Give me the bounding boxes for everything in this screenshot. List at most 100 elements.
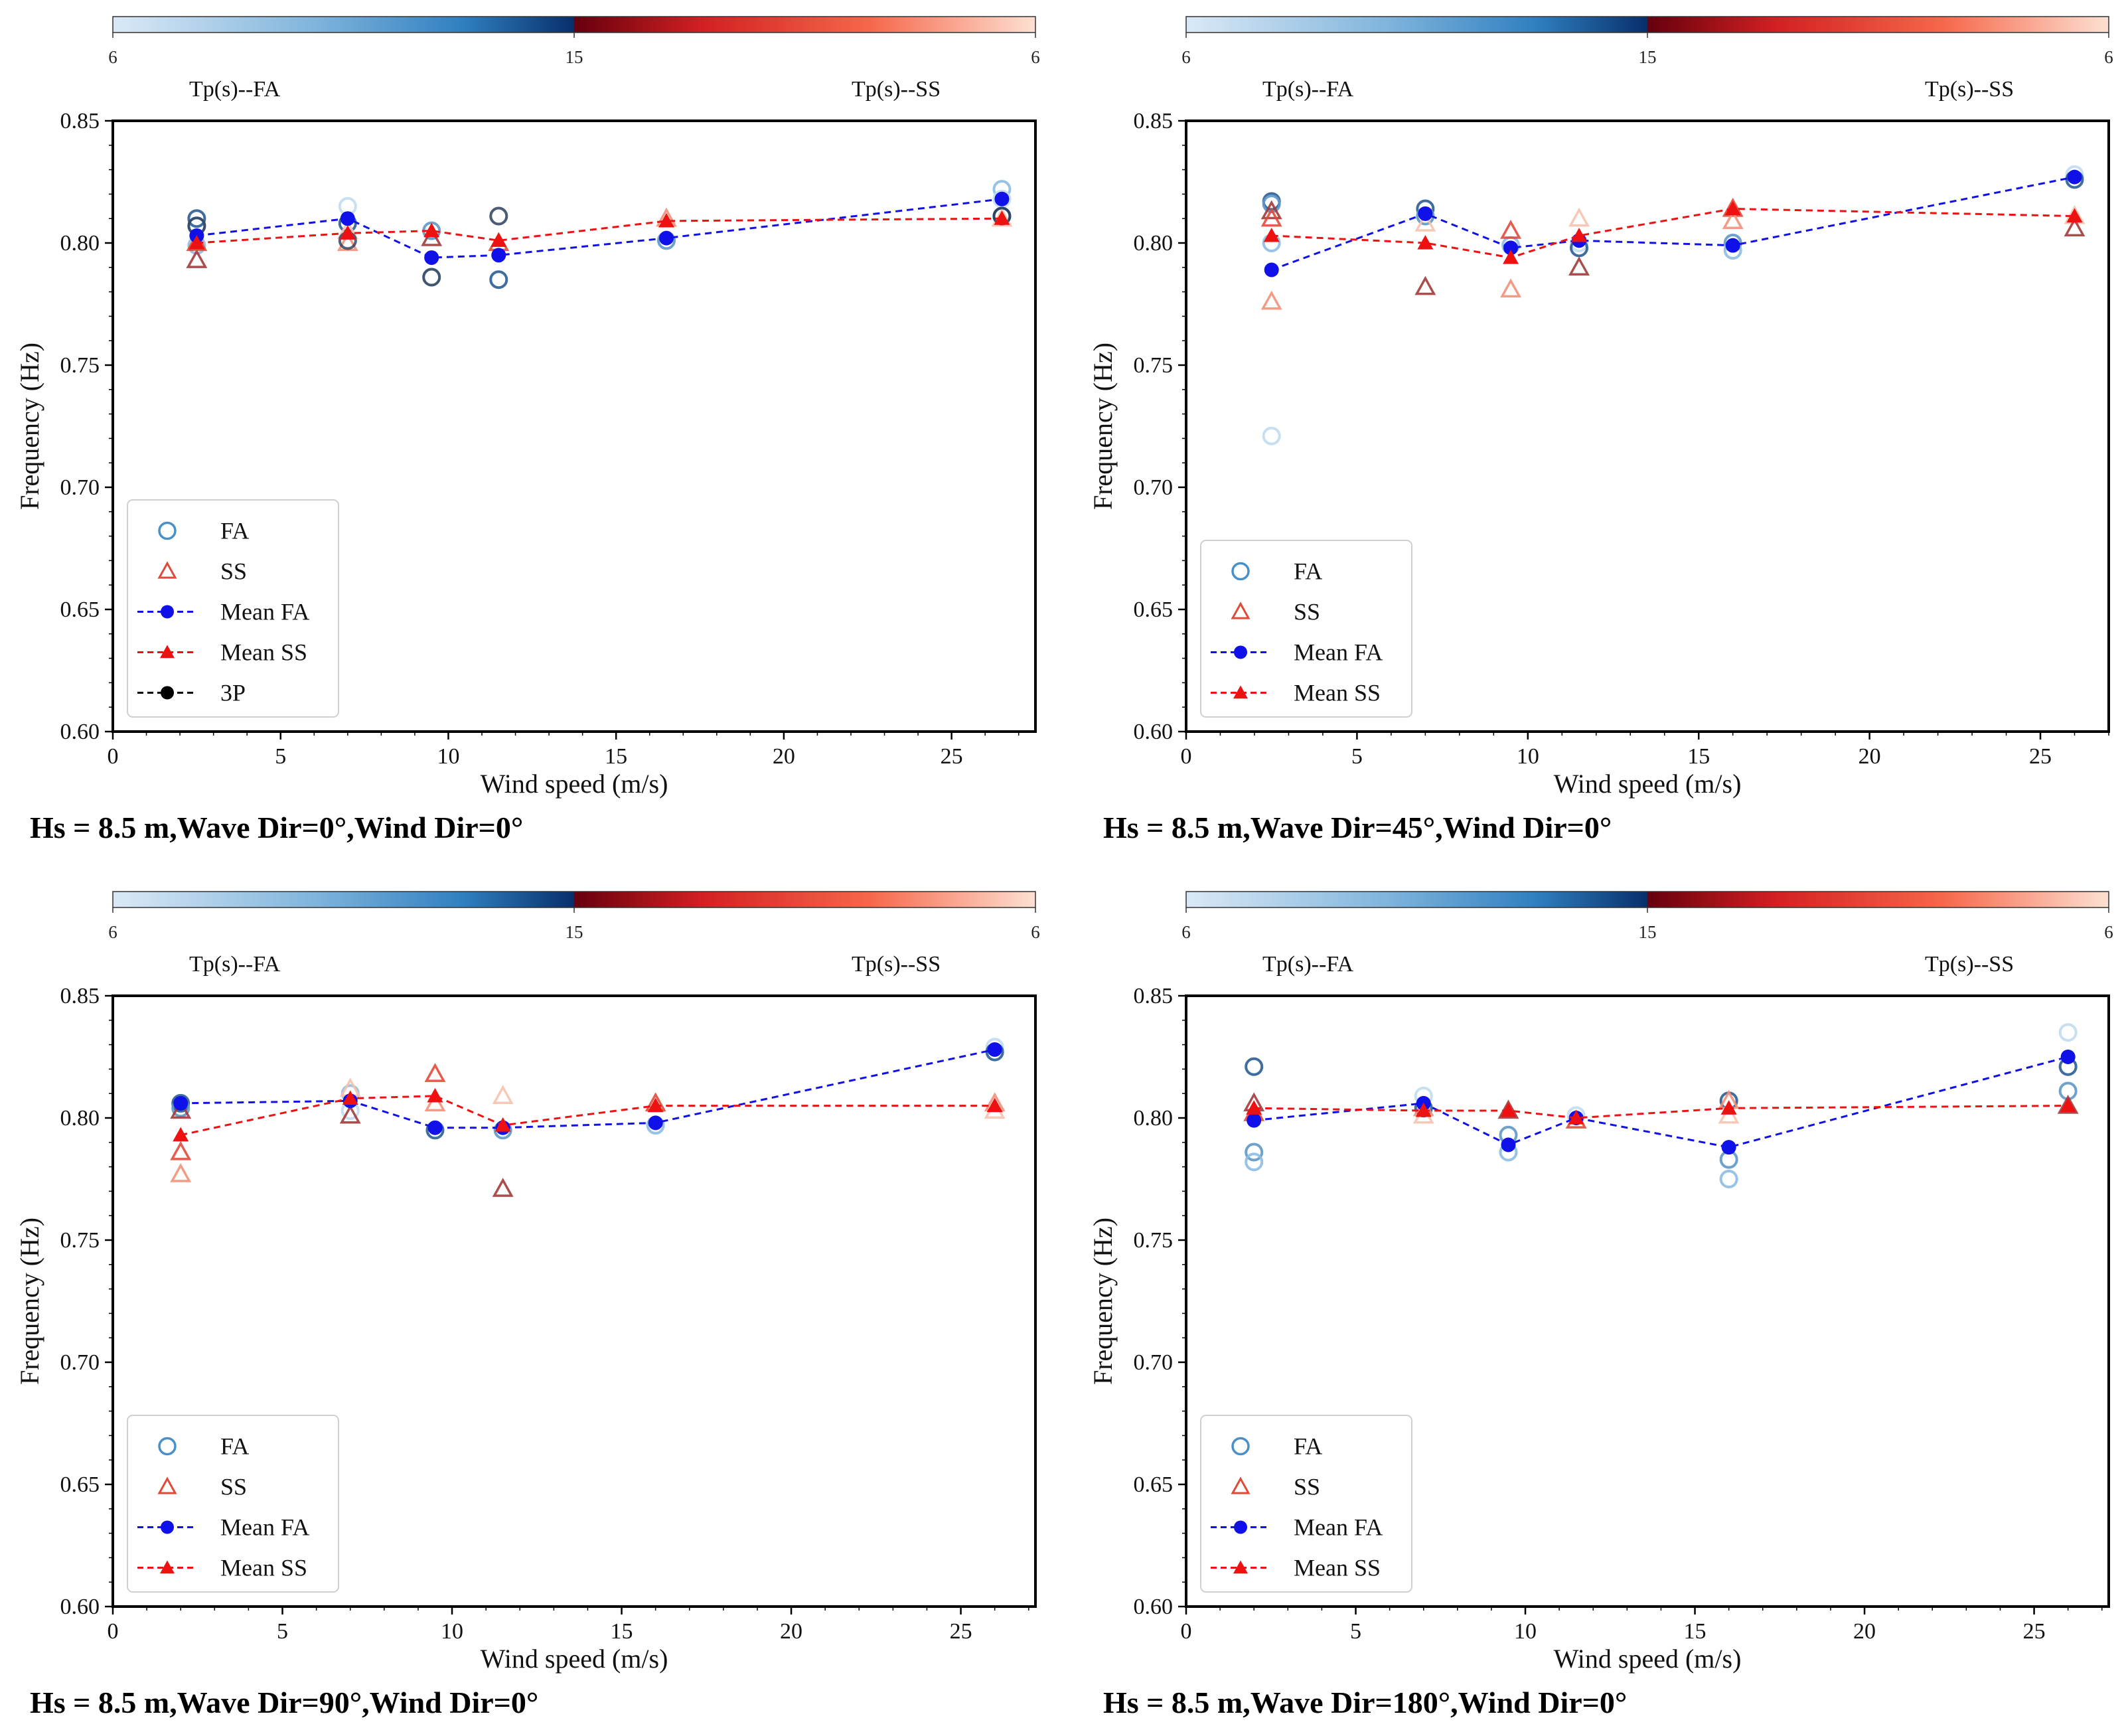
ss-point bbox=[1500, 278, 1522, 298]
colorbar-ss-label: Tp(s)--SS bbox=[1925, 77, 2014, 102]
x-tick-label: 25 bbox=[950, 1619, 972, 1644]
chart-caption: Hs = 8.5 m,Wave Dir=180°,Wind Dir=0° bbox=[1103, 1686, 1627, 1719]
tp-colorbar bbox=[112, 16, 1036, 33]
legend-marker bbox=[161, 605, 174, 619]
mean-ss-line bbox=[1254, 1105, 2068, 1119]
threep-point bbox=[489, 206, 508, 226]
chart-panel-4: 6 15 6 Tp(s)--FA Tp(s)--SS 0.60 0.65 0.70 0.75 0.… bbox=[1088, 891, 2113, 1719]
mean-ss-marker bbox=[491, 232, 507, 247]
mean-fa-marker bbox=[424, 250, 439, 266]
legend-marker bbox=[1233, 1560, 1248, 1574]
legend-box bbox=[1200, 1415, 1412, 1593]
x-tick-label: 10 bbox=[441, 1619, 463, 1644]
mean-fa-line bbox=[1271, 176, 2075, 271]
y-tick-label: 0.80 bbox=[60, 231, 100, 256]
legend-label: Mean FA bbox=[220, 599, 309, 625]
legend-symbol-ss bbox=[1231, 1476, 1251, 1494]
chart-caption: Hs = 8.5 m,Wave Dir=90°,Wind Dir=0° bbox=[30, 1686, 538, 1719]
y-axis-label: Frequency (Hz) bbox=[15, 343, 44, 510]
fa-point bbox=[1245, 1152, 1264, 1172]
legend-label: FA bbox=[220, 518, 249, 544]
colorbar-tick-label: 6 bbox=[108, 47, 117, 67]
x-tick-label: 5 bbox=[277, 1619, 288, 1644]
y-tick-label: 0.70 bbox=[60, 475, 100, 500]
mean-ss-marker bbox=[1568, 1110, 1584, 1125]
mean-ss-marker bbox=[1500, 1102, 1517, 1117]
mean-ss-marker bbox=[2066, 208, 2083, 223]
ss-point bbox=[2064, 217, 2086, 237]
mean-fa-marker bbox=[2067, 169, 2082, 185]
colorbar-fa-label: Tp(s)--FA bbox=[189, 952, 281, 977]
legend-label: FA bbox=[1294, 558, 1322, 585]
mean-fa-line bbox=[1254, 1056, 2069, 1148]
fa-point bbox=[1262, 426, 1281, 445]
legend-label: SS bbox=[1294, 599, 1320, 625]
ss-point bbox=[2057, 1094, 2079, 1114]
colorbar-ss-label: Tp(s)--SS bbox=[1925, 952, 2014, 977]
ss-point bbox=[186, 249, 208, 268]
colorbar-tick-label: 6 bbox=[1031, 47, 1040, 67]
chart-caption: Hs = 8.5 m,Wave Dir=0°,Wind Dir=0° bbox=[30, 811, 523, 844]
mean-ss-marker bbox=[658, 212, 674, 228]
ss-point bbox=[1722, 210, 1744, 230]
tp-colorbar bbox=[1185, 891, 2109, 908]
mean-fa-marker bbox=[1503, 240, 1519, 256]
y-axis-label: Frequency (Hz) bbox=[15, 1218, 44, 1385]
y-tick-label: 0.65 bbox=[60, 1472, 100, 1497]
colorbar-fa-label: Tp(s)--FA bbox=[1262, 952, 1354, 977]
legend-box bbox=[127, 1415, 339, 1593]
mean-ss-marker bbox=[986, 1097, 1003, 1113]
chart-caption: Hs = 8.5 m,Wave Dir=45°,Wind Dir=0° bbox=[1103, 811, 1612, 844]
legend-symbol-ss bbox=[1231, 601, 1251, 619]
ss-point bbox=[421, 227, 443, 246]
ss-point bbox=[1568, 256, 1590, 276]
y-tick-label: 0.65 bbox=[60, 597, 100, 622]
y-tick-label: 0.65 bbox=[1134, 1472, 1174, 1497]
ss-point bbox=[1568, 207, 1590, 227]
legend-box bbox=[1200, 540, 1412, 718]
y-tick-label: 0.80 bbox=[1134, 231, 1174, 256]
y-tick-label: 0.75 bbox=[1134, 1228, 1174, 1253]
x-tick-label: 15 bbox=[1687, 744, 1710, 769]
y-tick-label: 0.75 bbox=[1134, 353, 1174, 378]
y-tick-label: 0.60 bbox=[60, 720, 100, 744]
ss-point bbox=[1722, 197, 1744, 217]
mean-ss-marker bbox=[423, 222, 440, 238]
colorbar-tick-label: 6 bbox=[2104, 47, 2113, 67]
ss-point bbox=[170, 1099, 192, 1119]
chart-panel-3: 6 15 6 Tp(s)--FA Tp(s)--SS 0.60 0.65 0.70 0.75 0.… bbox=[15, 891, 1040, 1719]
chart-panel-2: 6 15 6 Tp(s)--FA Tp(s)--SS 0.60 0.65 0.70 0.75 0.… bbox=[1088, 16, 2113, 844]
y-tick-label: 0.85 bbox=[60, 109, 100, 133]
tp-colorbar bbox=[1185, 16, 2109, 33]
ss-point bbox=[1414, 276, 1436, 295]
mean-fa-marker bbox=[1501, 1137, 1516, 1152]
threep-point bbox=[422, 268, 441, 287]
legend-marker bbox=[1234, 1520, 1247, 1534]
mean-fa-marker bbox=[987, 1042, 1002, 1057]
legend-symbol-ss bbox=[157, 561, 177, 579]
ss-point bbox=[492, 1085, 514, 1105]
mean-ss-marker bbox=[1415, 1102, 1432, 1117]
y-tick-label: 0.60 bbox=[60, 1595, 100, 1619]
legend-label: SS bbox=[220, 558, 247, 585]
ss-point bbox=[1718, 1104, 1740, 1124]
x-tick-label: 10 bbox=[1514, 1619, 1537, 1644]
mean-fa-line bbox=[196, 198, 1002, 259]
y-tick-label: 0.60 bbox=[1134, 720, 1174, 744]
mean-fa-marker bbox=[1721, 1140, 1736, 1155]
legend-label: Mean FA bbox=[1294, 639, 1383, 666]
legend-marker bbox=[161, 686, 174, 700]
y-tick-label: 0.85 bbox=[60, 984, 100, 1008]
x-tick-label: 20 bbox=[1853, 1619, 1876, 1644]
legend-marker bbox=[1233, 685, 1248, 699]
mean-ss-marker bbox=[1503, 250, 1519, 264]
mean-fa-line bbox=[181, 1048, 995, 1129]
x-tick-label: 10 bbox=[437, 744, 459, 769]
fa-point bbox=[171, 1093, 190, 1113]
mean-ss-marker bbox=[189, 235, 205, 250]
y-tick-label: 0.70 bbox=[1134, 475, 1174, 500]
fa-point bbox=[187, 209, 206, 228]
mean-fa-marker bbox=[648, 1115, 663, 1131]
fa-point bbox=[1719, 1170, 1738, 1188]
x-tick-label: 15 bbox=[611, 1619, 633, 1644]
